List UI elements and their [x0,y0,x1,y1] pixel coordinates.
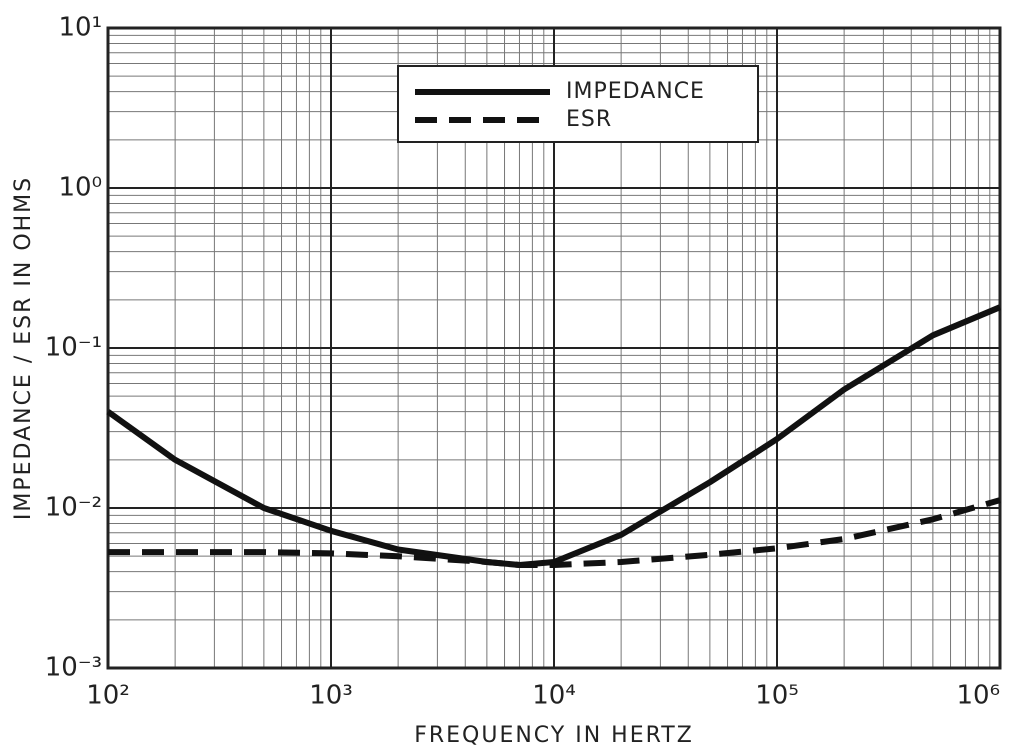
x-tick-label: 10³ [309,681,353,711]
x-tick-label: 10⁶ [956,681,1000,711]
legend-label: ESR [566,107,612,132]
y-tick-label: 10⁻² [45,493,102,523]
legend-label: IMPEDANCE [566,79,705,104]
legend-box [397,65,759,143]
plot-frame [106,26,1002,670]
y-tick-label: 10⁻¹ [45,333,102,363]
x-tick-label: 10⁴ [532,681,576,711]
y-tick-label: 10⁻³ [45,653,102,683]
line-series [108,497,1001,568]
y-tick-label: 10⁰ [58,173,102,203]
x-tick-label: 10² [86,681,130,711]
x-axis-label: FREQUENCY IN HERTZ [414,723,694,748]
y-tick-label: 10¹ [58,13,102,43]
y-axis-label: IMPEDANCE / ESR IN OHMS [11,176,36,520]
x-tick-label: 10⁵ [755,681,799,711]
